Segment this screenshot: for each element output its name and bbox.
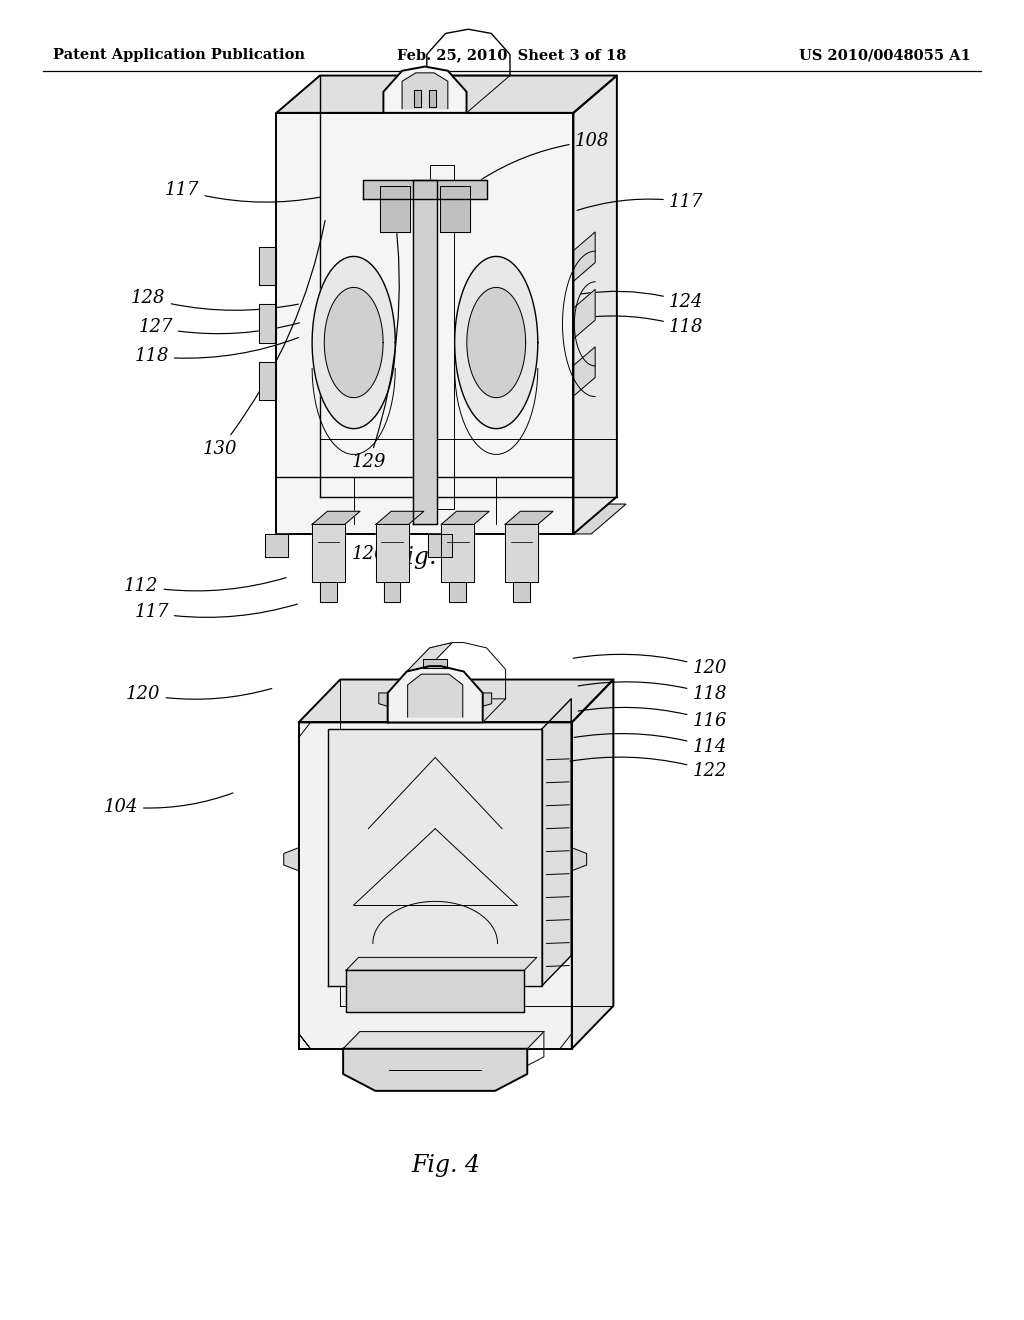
- Polygon shape: [505, 524, 538, 582]
- Polygon shape: [312, 256, 395, 429]
- Text: 108: 108: [481, 132, 609, 180]
- Polygon shape: [284, 847, 299, 871]
- Polygon shape: [573, 232, 595, 281]
- Text: Fig. 3: Fig. 3: [390, 545, 460, 569]
- Text: 118: 118: [579, 682, 727, 704]
- Text: 117: 117: [165, 181, 319, 202]
- Text: 126: 126: [351, 545, 391, 566]
- Text: 130: 130: [203, 220, 325, 458]
- Polygon shape: [384, 582, 400, 602]
- Polygon shape: [440, 186, 469, 231]
- Text: 128: 128: [131, 289, 298, 310]
- Polygon shape: [573, 347, 595, 396]
- Text: US 2010/0048055 A1: US 2010/0048055 A1: [799, 49, 971, 62]
- Text: 118: 118: [574, 315, 703, 337]
- Text: 120: 120: [126, 685, 271, 704]
- Polygon shape: [414, 90, 421, 107]
- Polygon shape: [379, 693, 388, 706]
- Polygon shape: [276, 114, 573, 533]
- Polygon shape: [383, 66, 467, 114]
- Polygon shape: [423, 659, 447, 668]
- Polygon shape: [441, 511, 489, 524]
- Polygon shape: [407, 643, 453, 672]
- Polygon shape: [321, 582, 337, 602]
- Polygon shape: [573, 504, 626, 533]
- Text: Fig. 4: Fig. 4: [411, 1154, 480, 1177]
- Text: 118: 118: [134, 338, 298, 366]
- Polygon shape: [441, 524, 474, 582]
- Text: 124: 124: [582, 292, 703, 312]
- Polygon shape: [343, 1048, 527, 1090]
- Polygon shape: [573, 75, 616, 533]
- Text: 112: 112: [124, 577, 286, 595]
- Text: 122: 122: [570, 758, 727, 780]
- Text: 129: 129: [351, 213, 399, 471]
- Polygon shape: [505, 511, 553, 524]
- Polygon shape: [542, 698, 571, 986]
- Polygon shape: [428, 533, 452, 557]
- Polygon shape: [346, 970, 524, 1012]
- Polygon shape: [299, 722, 571, 1048]
- Text: 116: 116: [579, 708, 727, 730]
- Polygon shape: [329, 729, 542, 986]
- Polygon shape: [299, 680, 613, 722]
- Text: 117: 117: [134, 603, 297, 622]
- Polygon shape: [573, 289, 595, 339]
- Polygon shape: [259, 362, 276, 400]
- Polygon shape: [376, 524, 409, 582]
- Polygon shape: [408, 675, 463, 717]
- Polygon shape: [325, 288, 383, 397]
- Polygon shape: [571, 847, 587, 871]
- Polygon shape: [362, 180, 487, 199]
- Text: 127: 127: [138, 318, 299, 337]
- Polygon shape: [467, 288, 525, 397]
- Polygon shape: [413, 180, 437, 524]
- Text: 117: 117: [578, 193, 703, 211]
- Polygon shape: [571, 680, 613, 1048]
- Polygon shape: [276, 75, 616, 114]
- Text: 104: 104: [103, 793, 232, 816]
- Polygon shape: [450, 582, 466, 602]
- Polygon shape: [381, 186, 410, 231]
- Text: 120: 120: [573, 655, 727, 677]
- Polygon shape: [264, 533, 289, 557]
- Polygon shape: [513, 582, 529, 602]
- Polygon shape: [402, 73, 447, 108]
- Polygon shape: [259, 247, 276, 285]
- Polygon shape: [388, 667, 482, 722]
- Text: Patent Application Publication: Patent Application Publication: [53, 49, 305, 62]
- Polygon shape: [259, 305, 276, 342]
- Polygon shape: [346, 957, 537, 970]
- Text: Feb. 25, 2010  Sheet 3 of 18: Feb. 25, 2010 Sheet 3 of 18: [397, 49, 627, 62]
- Polygon shape: [312, 524, 345, 582]
- Polygon shape: [312, 511, 360, 524]
- Polygon shape: [482, 693, 492, 706]
- Text: 114: 114: [574, 734, 727, 756]
- Polygon shape: [343, 1032, 544, 1048]
- Polygon shape: [455, 256, 538, 429]
- Polygon shape: [429, 90, 436, 107]
- Polygon shape: [376, 511, 424, 524]
